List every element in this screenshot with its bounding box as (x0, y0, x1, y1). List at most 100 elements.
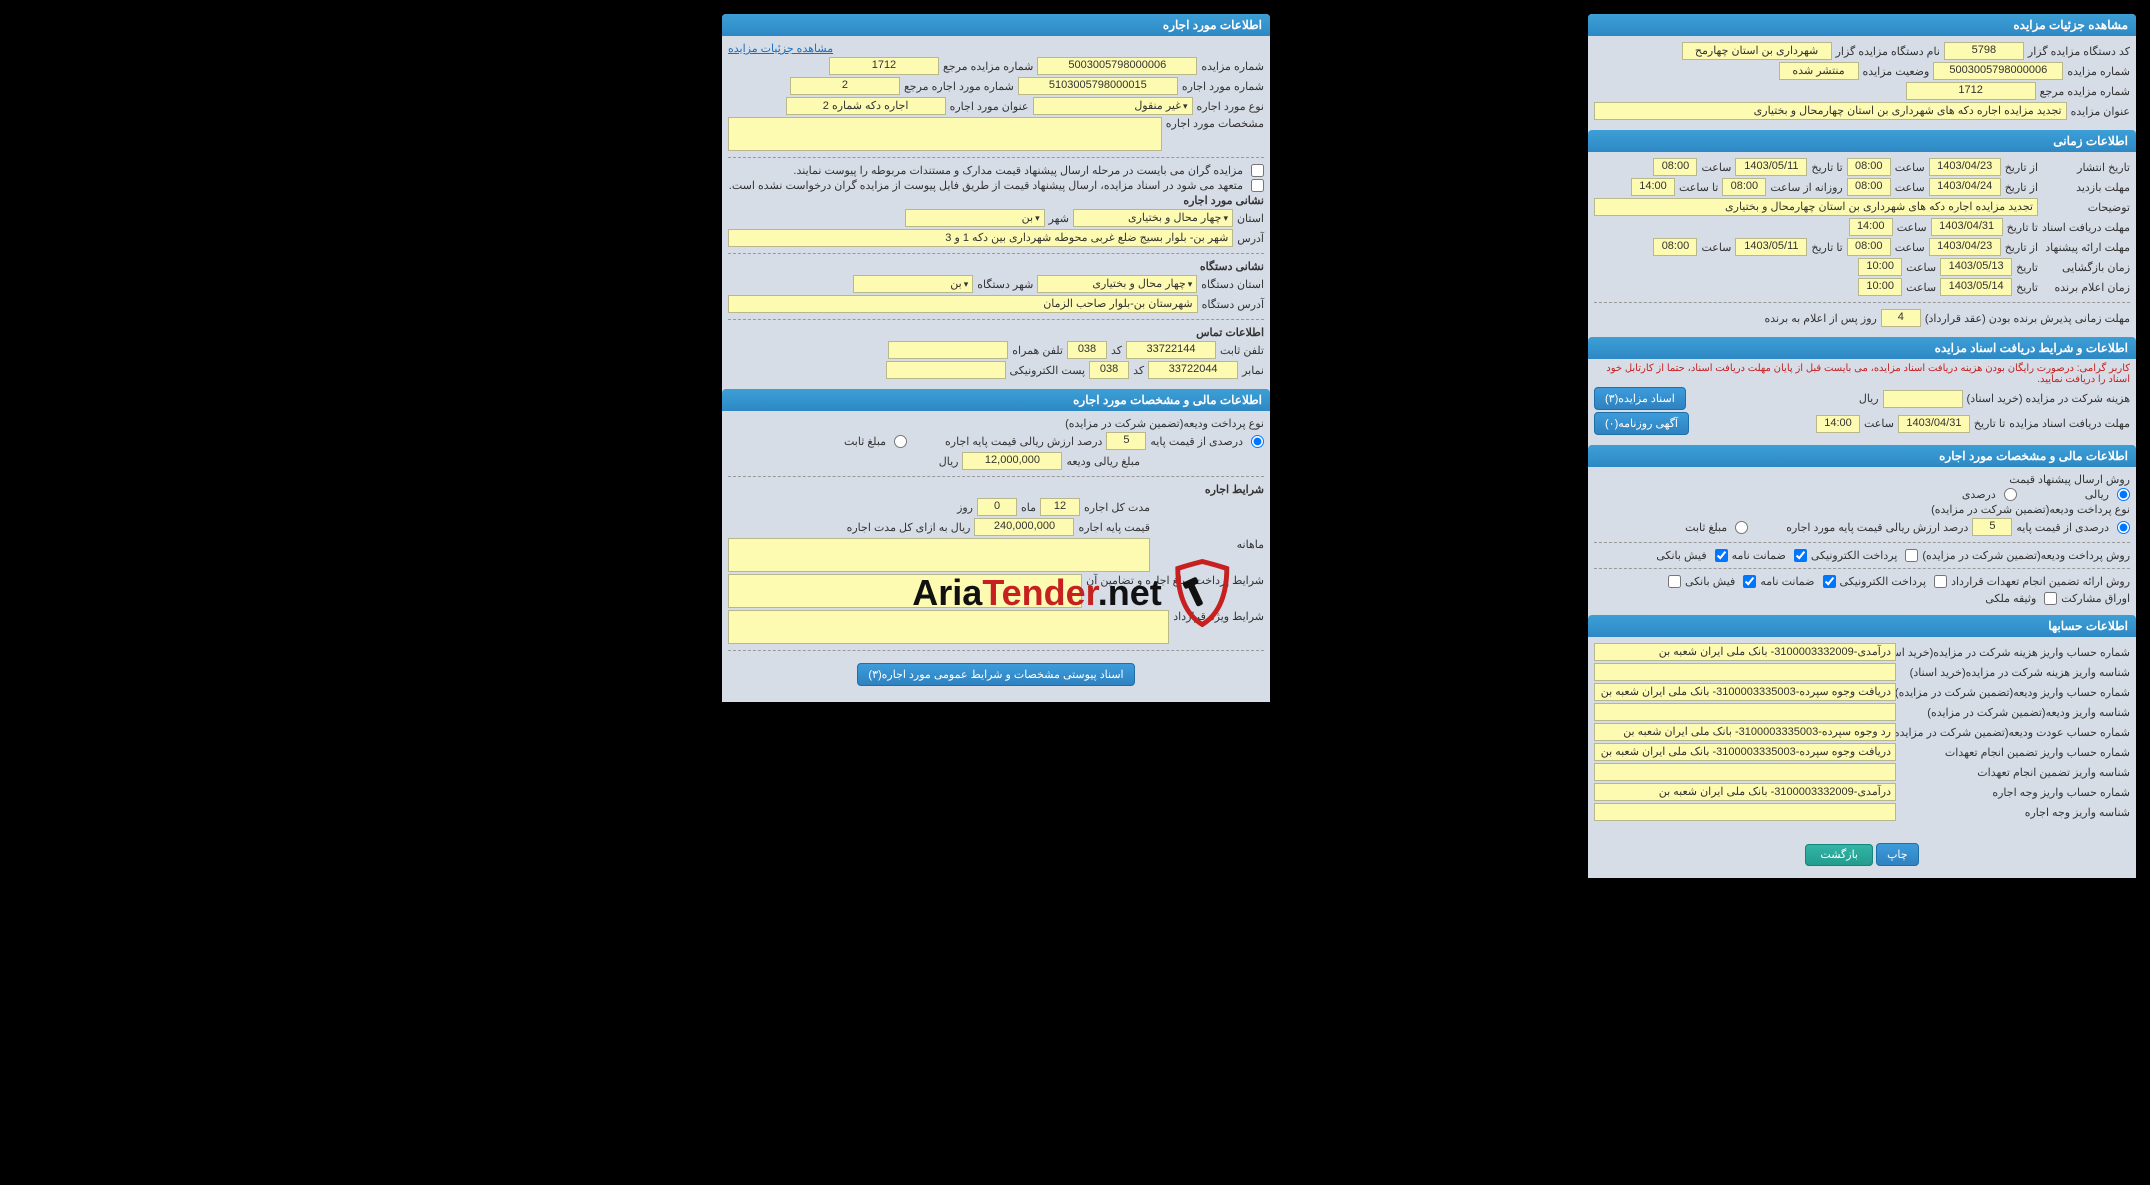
type-select[interactable]: غیر منقول (1033, 97, 1193, 115)
shield-gavel-icon (1168, 558, 1238, 628)
devprov-select[interactable]: چهار محال و بختیاری (1037, 275, 1197, 293)
devcity-select[interactable]: بن (853, 275, 973, 293)
r-pct-value: 5 (1106, 432, 1146, 450)
city-select[interactable]: بن (905, 209, 1045, 227)
a3-value: دریافت وجوه سپرده-3100003335003- بانک مل… (1594, 683, 1896, 701)
cb-property[interactable] (2044, 592, 2057, 605)
spec-textarea[interactable] (728, 117, 1162, 151)
newspaper-button[interactable]: آگهی روزنامه(۰) (1594, 412, 1689, 435)
r-radio-fixed[interactable] (894, 435, 907, 448)
offer-from-date: 1403/04/23 (1929, 238, 2001, 256)
fixed-label: مبلغ ثابت (1685, 521, 1727, 534)
dl-date: 1403/04/31 (1898, 415, 1970, 433)
riyali-label: ریالی (2085, 488, 2109, 501)
daily-from-time: 08:00 (1722, 178, 1766, 196)
a1-label: شماره حساب واریز هزینه شرکت در مزایده(خر… (1900, 646, 2130, 659)
pub-from-date: 1403/04/23 (1929, 158, 2001, 176)
type-label: نوع مورد اجاره (1197, 100, 1265, 113)
radio-riyali[interactable] (2117, 488, 2130, 501)
a2-value (1594, 663, 1896, 681)
item-no: 5103005798000015 (1018, 77, 1178, 95)
offer-to-time: 08:00 (1653, 238, 1697, 256)
print-button[interactable]: چاپ (1876, 843, 1919, 866)
item-no-label: شماره مورد اجاره (1182, 80, 1264, 93)
cb-shares[interactable] (1668, 575, 1681, 588)
cb-bank2[interactable] (1743, 575, 1756, 588)
base-suffix: ریال به ازای کل مدت اجاره (847, 521, 971, 534)
spec-label: مشخصات مورد اجاره (1166, 117, 1264, 130)
shares-label: اوراق مشارکت (2061, 592, 2130, 605)
cb-elec2[interactable] (1934, 575, 1947, 588)
divider-3 (1594, 568, 2130, 569)
r-dep-label: نوع پرداخت ودیعه(تضمین شرکت در مزایده) (1065, 417, 1264, 430)
view-details-link[interactable]: مشاهده جزئیات مزایده (728, 42, 833, 55)
desc-label: توضیحات (2042, 201, 2130, 214)
daily-to-time: 14:00 (1631, 178, 1675, 196)
elec2-label: پرداخت الکترونیکی (1840, 575, 1927, 588)
doc-to-time: 14:00 (1849, 218, 1893, 236)
auc-no: 5003005798000006 (1933, 62, 2063, 80)
cb-note2[interactable] (1251, 179, 1264, 192)
r-radio-pct[interactable] (1251, 435, 1264, 448)
dep-amt-label: مبلغ ریالی ودیعه (1066, 455, 1140, 468)
bank2-label: فیش بانکی (1685, 575, 1735, 588)
radio-pct[interactable] (2117, 521, 2130, 534)
devloc-head: نشانی دستگاه (1200, 260, 1264, 273)
cb-guarantee[interactable] (1794, 549, 1807, 562)
a4-label: شناسه واریز ودیعه(تضمین شرکت در مزایده) (1900, 706, 2130, 719)
cb-note1[interactable] (1251, 164, 1264, 177)
r-ref-label: شماره مزایده مرجع (943, 60, 1033, 73)
guar2-label: ضمانت نامه (1760, 575, 1814, 588)
code2: 038 (1089, 361, 1129, 379)
prop-label: وثیقه ملکی (1985, 592, 2036, 605)
logo-aria: Aria (912, 572, 982, 613)
cb-guar2[interactable] (1823, 575, 1836, 588)
section-financial-r: اطلاعات مالی و مشخصات مورد اجاره (722, 389, 1270, 411)
province-select[interactable]: چهار محال و بختیاری (1073, 209, 1233, 227)
divider-6 (728, 319, 1264, 320)
attachments-button[interactable]: اسناد پیوستی مشخصات و شرایط عمومی مورد ا… (857, 663, 1134, 686)
visit-label: مهلت بازدید (2042, 181, 2130, 194)
dep-type-label: نوع پرداخت ودیعه(تضمین شرکت در مزایده) (1931, 503, 2130, 516)
a3-label: شماره حساب واریز ودیعه(تضمین شرکت در مزا… (1900, 686, 2130, 699)
section-auction-details: مشاهده جزئیات مزایده (1588, 14, 2136, 36)
pct-label: درصدی از قیمت پایه (2016, 521, 2109, 534)
ref-no-label: شماره مزایده مرجع (2040, 85, 2130, 98)
addr-value: شهر بن- بلوار بسیج ضلع غربی محوطه شهردار… (728, 229, 1233, 247)
devcity-label: شهر دستگاه (977, 278, 1033, 291)
logo-net: .net (1098, 572, 1162, 613)
win-label: زمان اعلام برنده (2042, 281, 2130, 294)
radio-fixed[interactable] (1735, 521, 1748, 534)
a6-label: شماره حساب واریز تضمین انجام تعهدات (1900, 746, 2130, 759)
phone: 33722144 (1126, 341, 1216, 359)
to-label-2: تا تاریخ (2007, 221, 2038, 234)
dev-code: 5798 (1944, 42, 2024, 60)
daily-to-label: تا ساعت (1679, 181, 1718, 194)
back-button[interactable]: بازگشت (1805, 844, 1873, 866)
a5-value: رد وجوه سپرده-3100003335003- بانک ملی ای… (1594, 723, 1896, 741)
auction-docs-button[interactable]: اسناد مزایده(۳) (1594, 387, 1686, 410)
r-aucno-label: شماره مزایده (1201, 60, 1264, 73)
contact-head: اطلاعات تماس (1196, 326, 1264, 339)
from-label-2: از تاریخ (2005, 181, 2038, 194)
a8-label: شماره حساب واریز وجه اجاره (1900, 786, 2130, 799)
r-pct-suffix: درصد ارزش ریالی قیمت پایه اجاره (945, 435, 1102, 448)
cb-elec[interactable] (1905, 549, 1918, 562)
rial-label: ریال (1859, 392, 1879, 405)
to-label-1: تا تاریخ (1811, 161, 1842, 174)
auc-no-label: شماره مزایده (2067, 65, 2130, 78)
date-label-1: تاریخ (2016, 261, 2038, 274)
accept-label: مهلت زمانی پذیرش برنده بودن (عقد قرارداد… (1925, 312, 2130, 325)
radio-percent[interactable] (2004, 488, 2017, 501)
divider (1594, 302, 2130, 303)
time-label-5: ساعت (1895, 241, 1925, 254)
a8-value: درآمدی-3100003332009- بانک ملی ایران شعب… (1594, 783, 1896, 801)
a6-value: دریافت وجوه سپرده-3100003335003- بانک مل… (1594, 743, 1896, 761)
a2-label: شناسه واریز هزینه شرکت در مزایده(خرید اس… (1900, 666, 2130, 679)
time-label-4: ساعت (1897, 221, 1927, 234)
pub-from-time: 08:00 (1847, 158, 1891, 176)
offer-from-time: 08:00 (1847, 238, 1891, 256)
dep-amt: 12,000,000 (962, 452, 1062, 470)
cb-bank[interactable] (1715, 549, 1728, 562)
a4-value (1594, 703, 1896, 721)
